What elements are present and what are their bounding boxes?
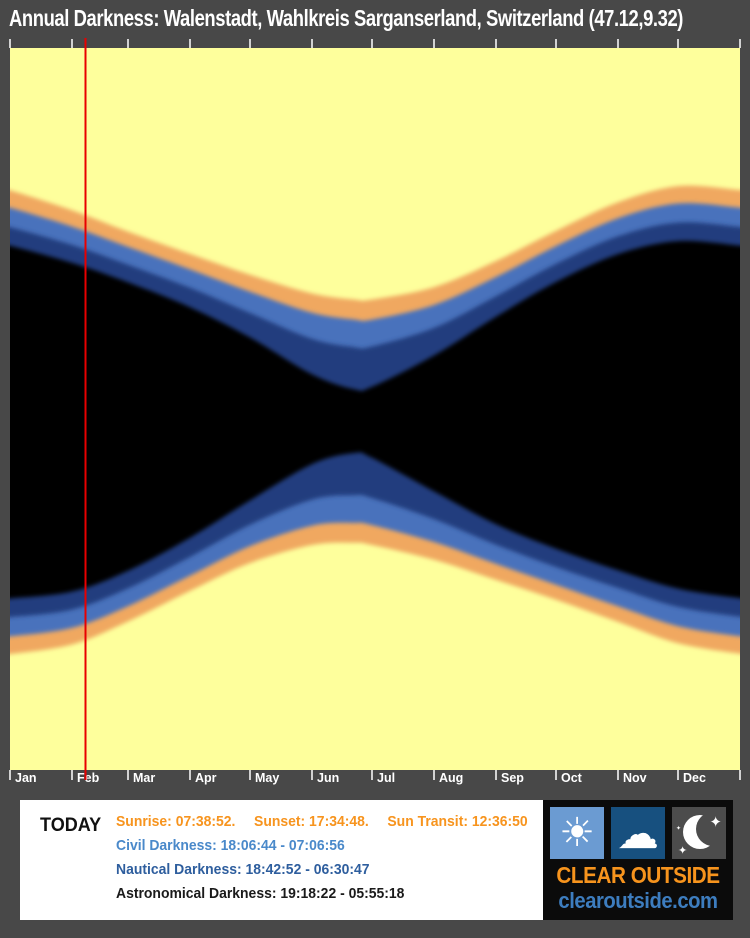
star-icon: ✦: [676, 825, 682, 832]
star-icon: ✦: [678, 844, 688, 857]
month-tick-top: [371, 39, 373, 48]
month-tick-top: [433, 39, 435, 48]
month-label: Sep: [501, 771, 524, 785]
month-tick-top: [189, 39, 191, 48]
month-label: Mar: [133, 771, 155, 785]
month-label: May: [255, 771, 279, 785]
month-label: Aug: [439, 771, 463, 785]
month-tick-top: [127, 39, 129, 48]
month-tick-top: [495, 39, 497, 48]
bottom-bar: TODAY Sunrise: 07:38:52. Sunset: 17:34:48…: [20, 800, 733, 920]
band-astronomical-darkness: [10, 240, 740, 599]
month-tick-bottom: [189, 770, 191, 780]
today-label: TODAY: [40, 815, 102, 836]
month-tick-bottom: [127, 770, 129, 780]
brand-name: CLEAR OUTSIDE: [556, 862, 720, 888]
sun-times-line: Sunrise: 07:38:52. Sunset: 17:34:48. Sun T…: [116, 810, 546, 834]
month-label: Jul: [377, 771, 395, 785]
month-tick-top: [677, 39, 679, 48]
month-tick-top: [555, 39, 557, 48]
brand-domain: clearoutside.com: [558, 888, 718, 913]
sunrise-time: Sunrise: 07:38:52.: [116, 813, 236, 830]
cloud-icon: ☁: [611, 807, 665, 859]
clearoutside-logo[interactable]: ☀ ☁ ✦ ✦ ✦ CLEAR OUTSIDE clearoutside.com: [543, 800, 733, 920]
month-label: Nov: [623, 771, 647, 785]
month-tick-top: [71, 39, 73, 48]
month-tick-bottom: [9, 770, 11, 780]
sunset-time: Sunset: 17:34:48.: [254, 813, 370, 830]
month-label: Apr: [195, 771, 217, 785]
month-label: Feb: [77, 771, 100, 785]
month-label: Jun: [317, 771, 339, 785]
month-tick-top: [9, 39, 11, 48]
weather-icon-tiles: ☀ ☁ ✦ ✦ ✦: [550, 807, 726, 859]
star-icon: ✦: [709, 813, 722, 831]
sun-transit-time: Sun Transit: 12:36:50: [387, 813, 529, 830]
today-marker-line: [84, 38, 87, 780]
month-tick-top: [617, 39, 619, 48]
astronomical-darkness-line: Astronomical Darkness: 19:18:22 - 05:55:…: [116, 885, 405, 902]
month-tick-bottom: [555, 770, 557, 780]
month-tick-bottom: [371, 770, 373, 780]
month-tick-top: [249, 39, 251, 48]
month-tick-bottom: [311, 770, 313, 780]
civil-darkness-line: Civil Darkness: 18:06:44 - 07:06:56: [116, 837, 346, 854]
month-tick-bottom: [433, 770, 435, 780]
month-label: Jan: [15, 771, 37, 785]
page-title: Annual Darkness: Walenstadt, Wahlkreis S…: [9, 5, 684, 31]
nautical-darkness-line: Nautical Darkness: 18:42:52 - 06:30:47: [116, 861, 370, 878]
month-label: Dec: [683, 771, 706, 785]
today-panel: TODAY Sunrise: 07:38:52. Sunset: 17:34:48…: [20, 800, 543, 920]
month-tick-bottom: [739, 770, 741, 780]
chart-plot-area: [10, 48, 740, 770]
month-tick-bottom: [617, 770, 619, 780]
today-lines: Sunrise: 07:38:52. Sunset: 17:34:48. Sun T…: [116, 810, 546, 906]
month-tick-bottom: [249, 770, 251, 780]
month-tick-bottom: [677, 770, 679, 780]
moon-icon: ✦ ✦ ✦: [672, 807, 726, 859]
month-label: Oct: [561, 771, 583, 785]
month-tick-bottom: [71, 770, 73, 780]
month-tick-top: [311, 39, 313, 48]
month-tick-top: [739, 39, 741, 48]
month-tick-bottom: [495, 770, 497, 780]
sun-icon: ☀: [550, 807, 604, 859]
